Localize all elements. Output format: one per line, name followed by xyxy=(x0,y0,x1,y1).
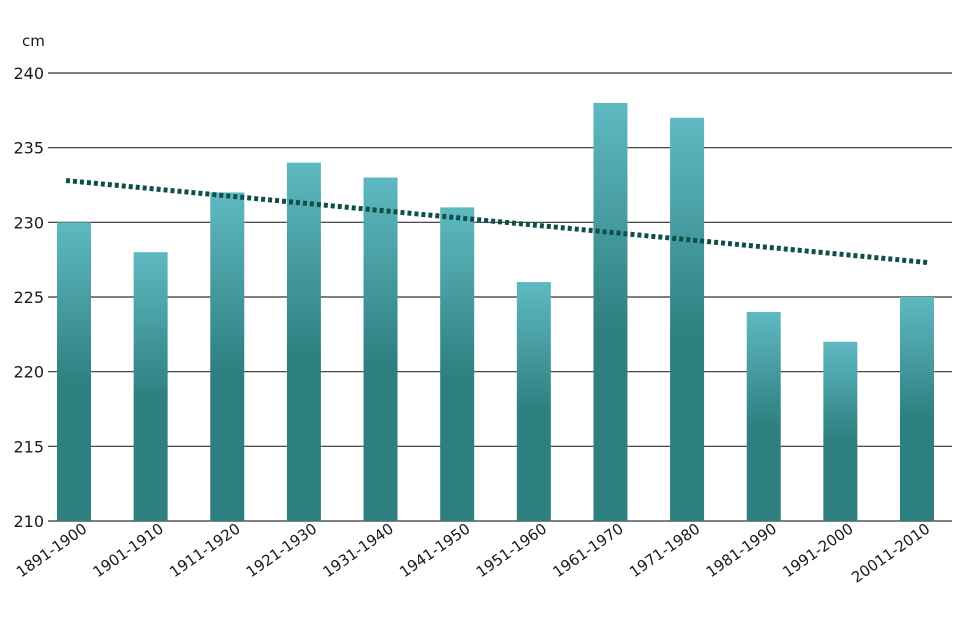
x-tick-label: 1971-1980 xyxy=(626,520,703,582)
x-tick-label: 1901-1910 xyxy=(90,520,167,582)
y-tick-label: 215 xyxy=(13,437,44,456)
bar-1961-1970 xyxy=(593,102,628,521)
x-tick-labels: 1891-1900 1901-1910 1911-1920 1921-1930 1931… xyxy=(13,520,933,587)
y-axis-unit-label: cm xyxy=(22,32,45,50)
x-tick-label: 20011-2010 xyxy=(848,520,933,587)
x-tick-label: 1931-1940 xyxy=(320,520,397,582)
y-tick-label: 210 xyxy=(13,512,44,531)
bar-1971-1980 xyxy=(670,117,705,522)
y-tick-label: 220 xyxy=(13,363,44,382)
y-tick-label: 225 xyxy=(13,288,44,307)
trendline-group xyxy=(65,178,930,266)
x-tick-label: 1981-1990 xyxy=(703,520,780,582)
x-tick-label: 1911-1920 xyxy=(166,520,243,582)
gridlines xyxy=(48,72,952,522)
y-tick-labels: 210 215 220 225 230 235 240 xyxy=(13,64,44,531)
trendline xyxy=(65,178,930,266)
bar-1921-1930 xyxy=(286,162,321,521)
y-tick-label: 235 xyxy=(13,139,44,158)
bar-1951-1960 xyxy=(516,282,551,521)
bar-20011-2010 xyxy=(900,297,934,521)
bars xyxy=(57,102,934,522)
bar-1981-1990 xyxy=(746,311,781,521)
y-tick-label: 230 xyxy=(13,213,44,232)
bar-1941-1950 xyxy=(440,207,475,521)
x-tick-label: 1991-2000 xyxy=(779,520,856,582)
bar-1891-1900 xyxy=(57,222,91,522)
bar-1911-1920 xyxy=(210,192,245,521)
x-tick-label: 1951-1960 xyxy=(473,520,550,582)
bar-1901-1910 xyxy=(133,252,168,521)
bar-1931-1940 xyxy=(363,177,398,522)
x-tick-label: 1961-1970 xyxy=(549,520,626,582)
x-tick-label: 1921-1930 xyxy=(243,520,320,582)
y-tick-label: 240 xyxy=(13,64,44,83)
bar-1991-2000 xyxy=(823,341,858,521)
x-tick-label: 1941-1950 xyxy=(396,520,473,582)
